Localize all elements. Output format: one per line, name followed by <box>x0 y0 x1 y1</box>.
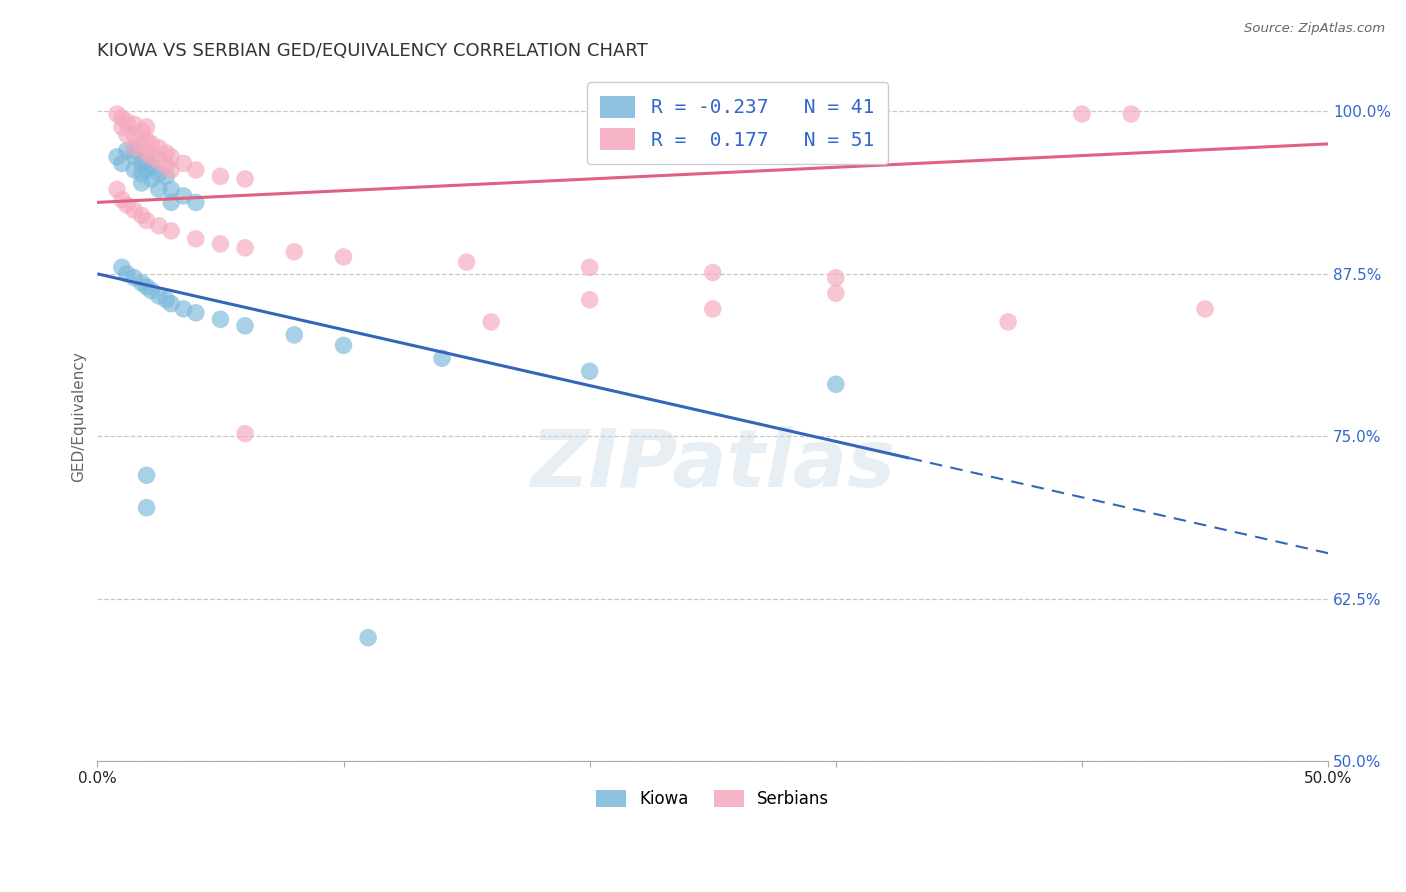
Legend: Kiowa, Serbians: Kiowa, Serbians <box>589 783 837 814</box>
Point <box>148 141 170 155</box>
Point <box>111 260 134 275</box>
Point <box>1194 301 1216 316</box>
Point <box>148 153 170 168</box>
Y-axis label: GED/Equivalency: GED/Equivalency <box>72 351 86 483</box>
Point <box>824 377 846 392</box>
Point <box>135 468 157 483</box>
Point <box>209 236 232 251</box>
Point <box>155 293 177 307</box>
Point <box>124 150 146 164</box>
Point <box>283 244 305 259</box>
Point <box>135 133 157 147</box>
Point <box>115 144 138 158</box>
Point <box>124 203 146 218</box>
Point <box>111 111 134 125</box>
Point <box>332 338 354 352</box>
Point <box>160 296 183 310</box>
Point <box>456 255 478 269</box>
Text: KIOWA VS SERBIAN GED/EQUIVALENCY CORRELATION CHART: KIOWA VS SERBIAN GED/EQUIVALENCY CORRELA… <box>97 42 648 60</box>
Point <box>141 159 163 173</box>
Point <box>124 144 146 158</box>
Point <box>160 182 183 196</box>
Point <box>148 167 170 181</box>
Point <box>824 286 846 301</box>
Point <box>173 156 195 170</box>
Point <box>702 301 724 316</box>
Point <box>124 141 146 155</box>
Text: ZIPatlas: ZIPatlas <box>530 426 896 504</box>
Point <box>111 120 134 134</box>
Point <box>184 162 207 177</box>
Point <box>141 284 163 298</box>
Point <box>233 241 256 255</box>
Point <box>131 136 153 151</box>
Point <box>135 146 157 161</box>
Point <box>578 364 600 378</box>
Point <box>155 169 177 184</box>
Point <box>131 176 153 190</box>
Point <box>135 120 157 134</box>
Point <box>332 250 354 264</box>
Point <box>430 351 453 366</box>
Point <box>209 312 232 326</box>
Point <box>131 124 153 138</box>
Point <box>105 182 128 196</box>
Text: Source: ZipAtlas.com: Source: ZipAtlas.com <box>1244 22 1385 36</box>
Point <box>184 306 207 320</box>
Point <box>111 156 134 170</box>
Point <box>135 153 157 167</box>
Point <box>160 224 183 238</box>
Point <box>155 146 177 161</box>
Point <box>1121 107 1143 121</box>
Point <box>141 172 163 186</box>
Point <box>124 128 146 142</box>
Point <box>124 270 146 285</box>
Point <box>160 162 183 177</box>
Point <box>173 301 195 316</box>
Point <box>115 198 138 212</box>
Point <box>173 189 195 203</box>
Point <box>702 266 724 280</box>
Point <box>184 195 207 210</box>
Point <box>233 172 256 186</box>
Point <box>1071 107 1094 121</box>
Point <box>115 128 138 142</box>
Point <box>105 107 128 121</box>
Point <box>131 167 153 181</box>
Point <box>115 115 138 129</box>
Point <box>111 193 134 207</box>
Point <box>578 293 600 307</box>
Point <box>233 426 256 441</box>
Point <box>283 327 305 342</box>
Point <box>233 318 256 333</box>
Point <box>135 280 157 294</box>
Point <box>131 208 153 222</box>
Point <box>115 267 138 281</box>
Point <box>160 150 183 164</box>
Point <box>141 136 163 151</box>
Point <box>135 162 157 177</box>
Point <box>357 631 380 645</box>
Point <box>141 150 163 164</box>
Point <box>131 156 153 170</box>
Point <box>131 276 153 290</box>
Point <box>824 270 846 285</box>
Point <box>578 260 600 275</box>
Point <box>148 289 170 303</box>
Point <box>184 232 207 246</box>
Point <box>209 169 232 184</box>
Point <box>124 117 146 131</box>
Point <box>155 159 177 173</box>
Point <box>148 182 170 196</box>
Point <box>135 213 157 227</box>
Point <box>160 195 183 210</box>
Point <box>997 315 1019 329</box>
Point <box>135 500 157 515</box>
Point <box>148 219 170 233</box>
Point <box>479 315 502 329</box>
Point <box>124 162 146 177</box>
Point <box>105 150 128 164</box>
